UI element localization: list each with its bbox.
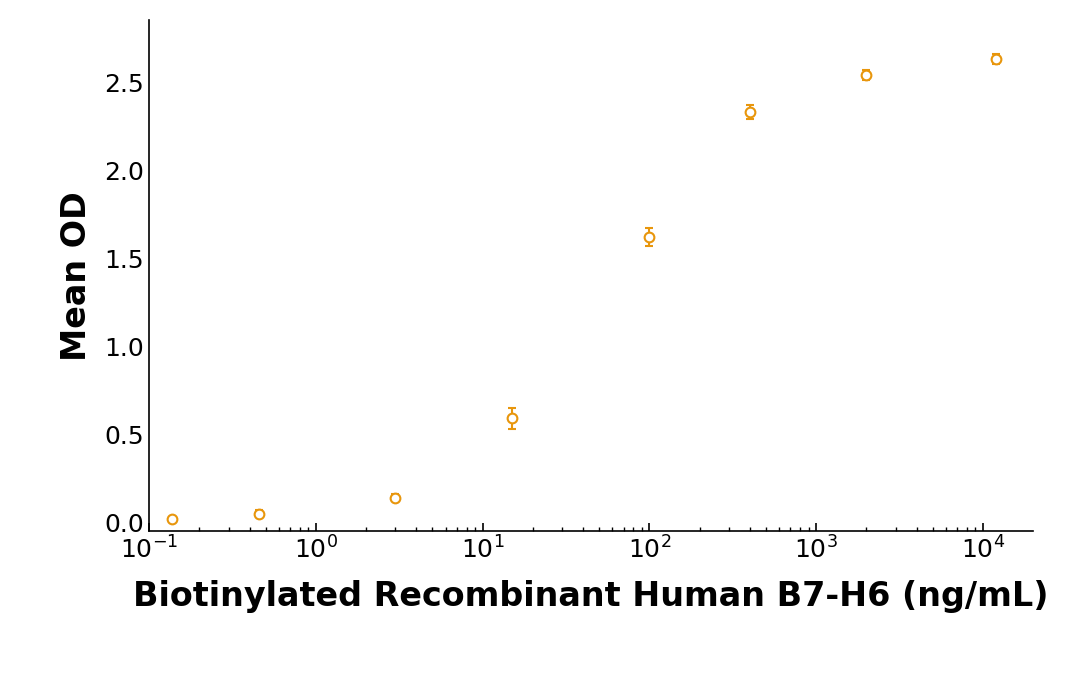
Y-axis label: Mean OD: Mean OD [61, 191, 94, 361]
X-axis label: Biotinylated Recombinant Human B7-H6 (ng/mL): Biotinylated Recombinant Human B7-H6 (ng… [133, 580, 1049, 613]
